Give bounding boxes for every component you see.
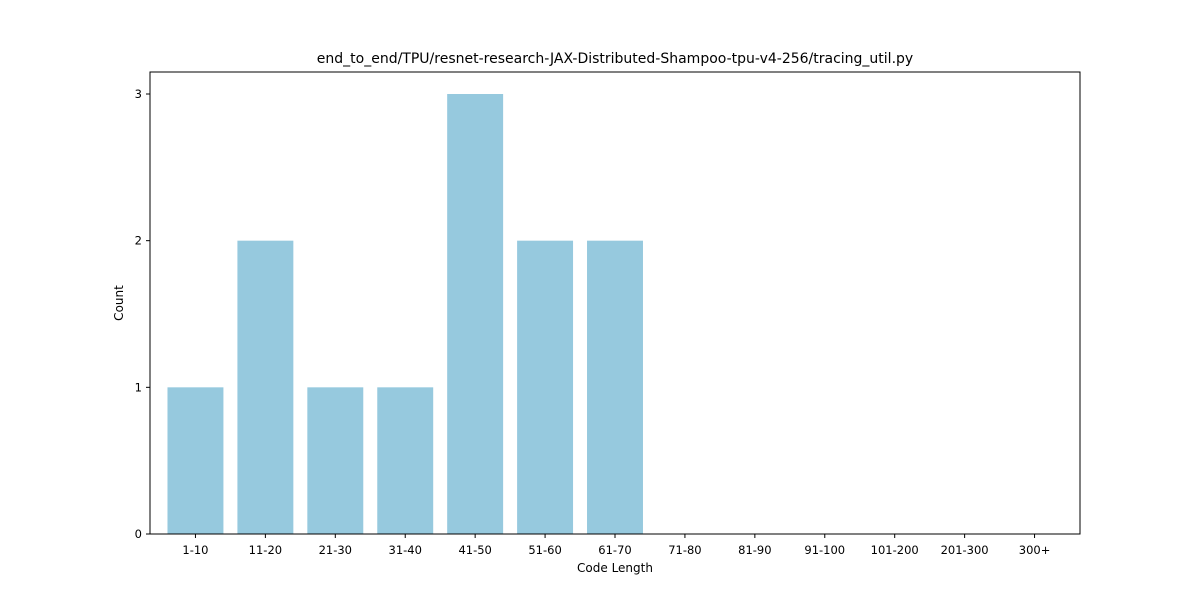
y-axis: 0 1 2 3 [135,87,150,541]
x-tick-label: 41-50 [458,543,491,557]
bar-group [167,94,643,535]
x-tick-label: 31-40 [389,543,422,557]
y-tick-label: 2 [135,234,142,248]
y-tick-label: 0 [135,527,142,541]
y-axis-label: Count [112,285,126,321]
y-tick-label: 1 [135,380,142,394]
x-tick-label: 101-200 [871,543,919,557]
x-tick-label: 300+ [1019,543,1051,557]
bar-1-10 [167,387,224,534]
x-tick-label: 61-70 [598,543,631,557]
bar-51-60 [517,240,574,535]
chart-title: end_to_end/TPU/resnet-research-JAX-Distr… [317,51,913,67]
x-tick-label: 201-300 [941,543,989,557]
x-axis-label: Code Length [577,561,653,575]
x-tick-label: 11-20 [249,543,282,557]
bar-31-40 [377,387,434,534]
y-tick-label: 3 [135,87,142,101]
x-tick-label: 1-10 [182,543,208,557]
x-axis: 1-10 11-20 21-30 31-40 41-50 51-60 61-70 71-80 8… [182,534,1050,557]
x-tick-label: 51-60 [528,543,561,557]
x-tick-label: 21-30 [319,543,352,557]
bar-41-50 [447,94,504,534]
bar-61-70 [587,240,643,535]
x-tick-label: 91-100 [804,543,845,557]
x-tick-label: 81-90 [738,543,771,557]
x-tick-label: 71-80 [668,543,701,557]
bar-11-20 [237,240,294,535]
bar-21-30 [307,387,364,534]
